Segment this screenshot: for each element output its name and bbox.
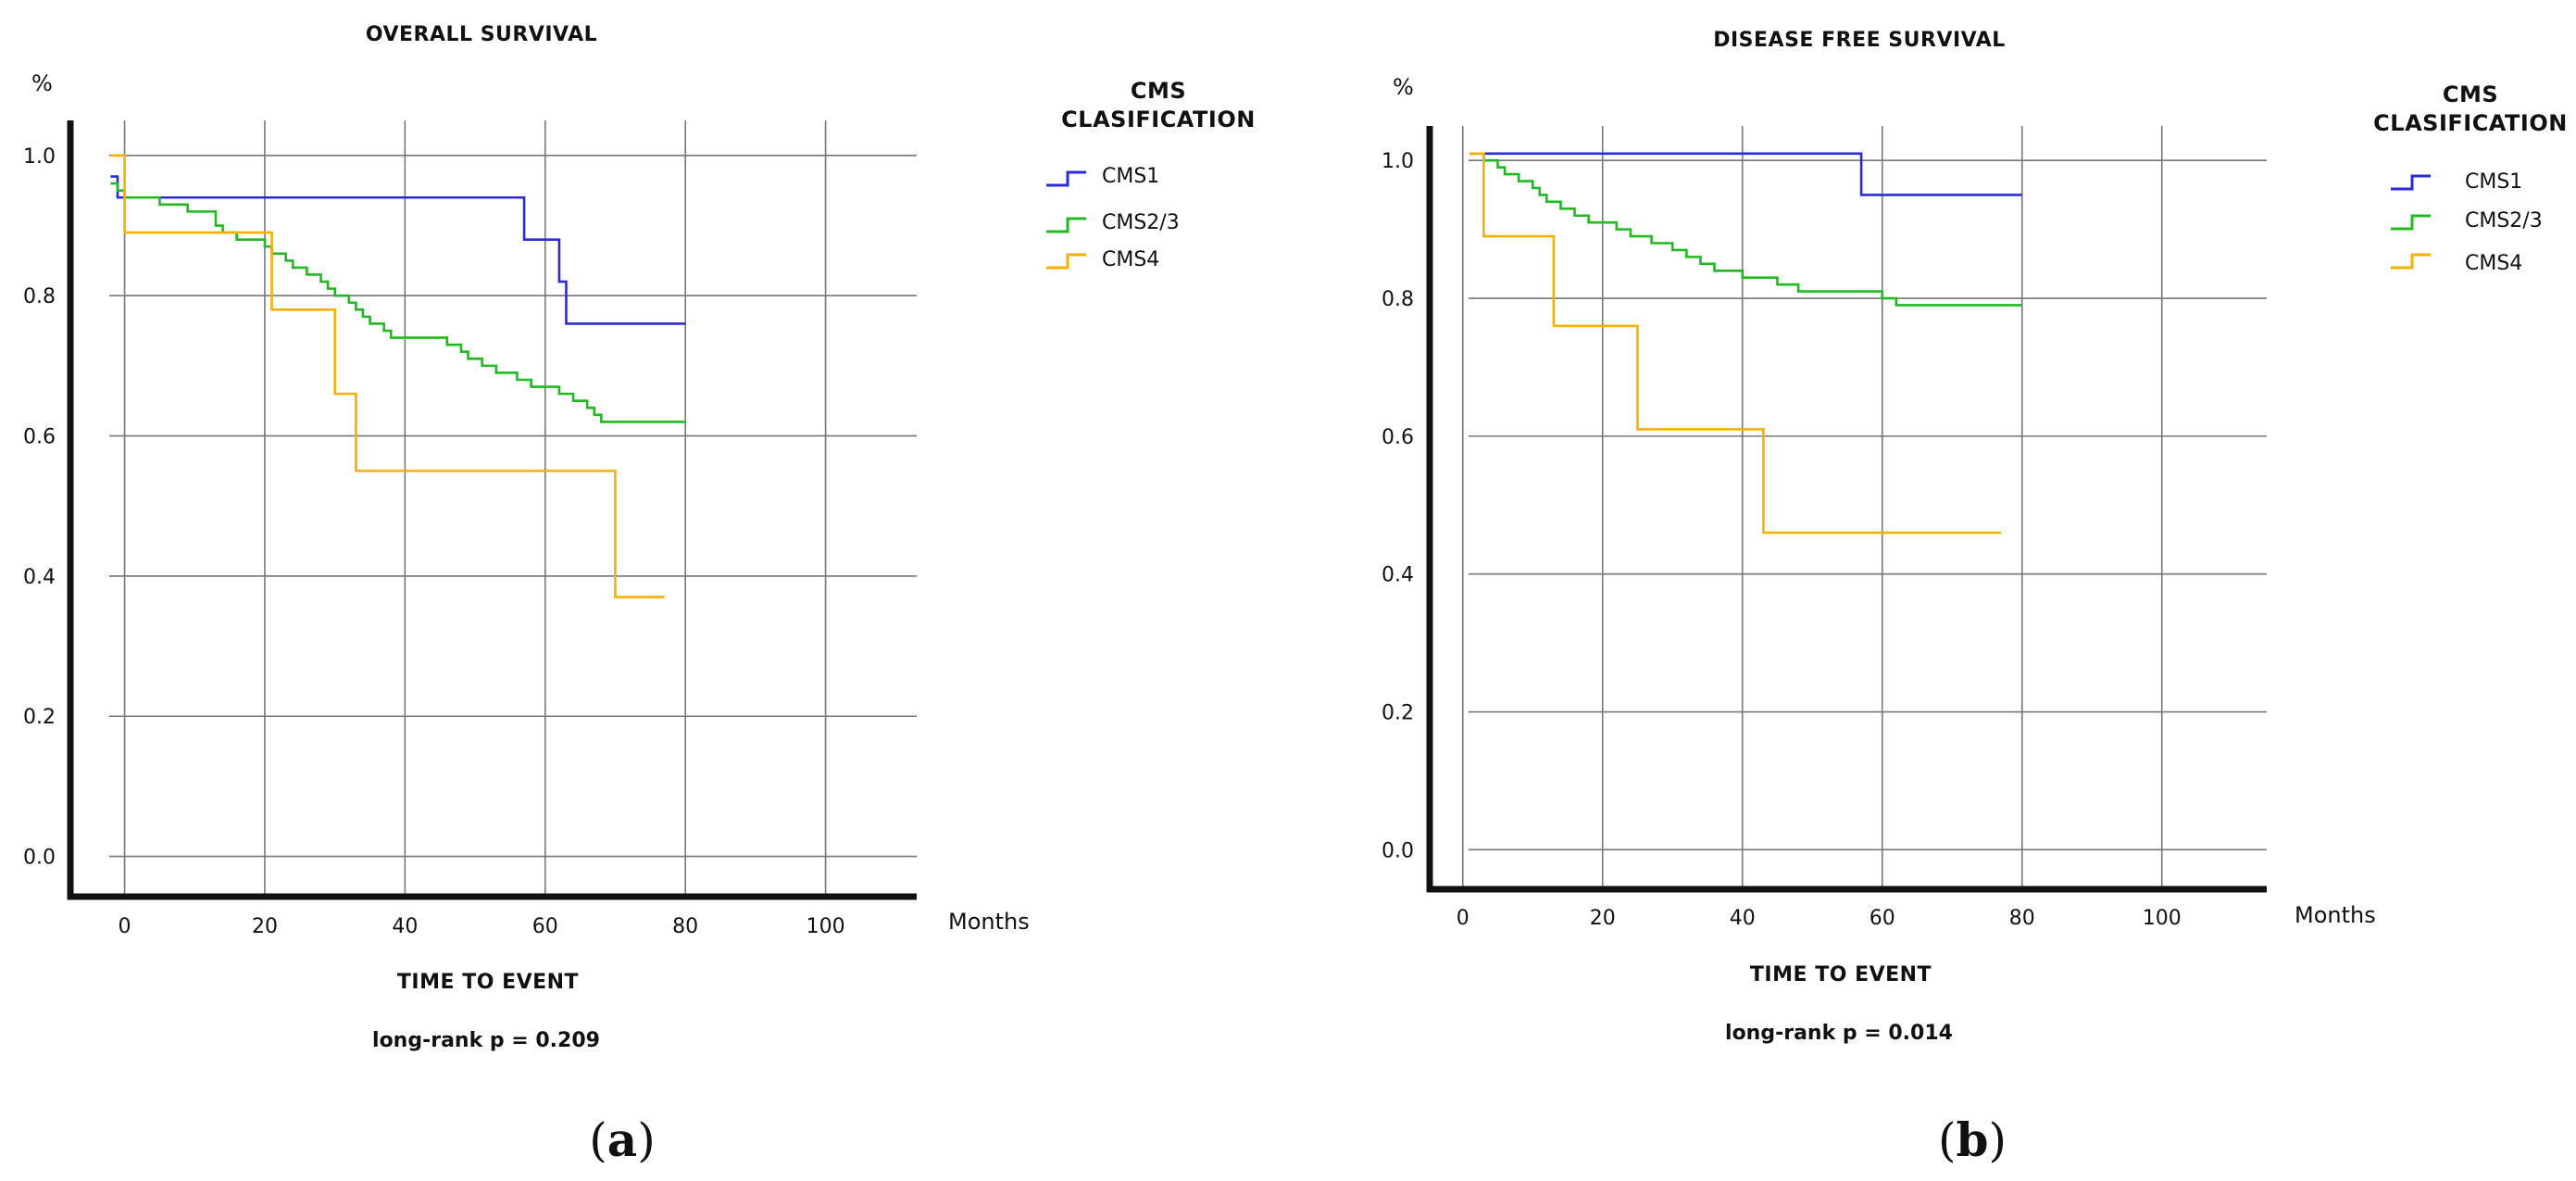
panel-a-series-lines [110, 154, 686, 598]
panel-a-x-tick-label: 60 [532, 915, 558, 938]
panel-a-title: OVERALL SURVIVAL [366, 23, 597, 46]
panel-b-x-tick-label: 40 [1730, 907, 1756, 930]
panel-a-caption: (a) [589, 1112, 655, 1167]
panel-a-grid [109, 120, 917, 898]
panel-b-legend-label-cms23: CMS2/3 [2465, 209, 2543, 232]
panel-a-y-tick-label: 0.2 [23, 706, 56, 729]
panel-b-legend-label-cms4: CMS4 [2465, 252, 2522, 275]
panel-a-y-ticks: 0.0 0.2 0.4 0.6 0.8 1.0 [23, 145, 56, 870]
panel-a-y-unit: % [31, 70, 53, 96]
panel-b-x-axis-title: TIME TO EVENT [1750, 963, 1932, 986]
panel-a-y-tick-label: 0.0 [23, 847, 56, 870]
panel-b-x-unit: Months [2295, 902, 2376, 928]
panel-b-legend-subtitle: CLASIFICATION [2373, 110, 2568, 136]
panel-a-legend-title: CMS [1131, 78, 1186, 104]
panel-a-x-tick-label: 40 [392, 915, 418, 938]
panel-b-grid [1461, 126, 2267, 891]
series-line-cms1 [110, 175, 686, 325]
panel-b-y-ticks: 0.0 0.2 0.4 0.6 0.8 1.0 [1382, 150, 1414, 862]
panel-b-title: DISEASE FREE SURVIVAL [1713, 29, 2006, 52]
panel-a-legend-label-cms1: CMS1 [1102, 165, 1159, 188]
panel-b-y-tick-label: 0.8 [1382, 288, 1414, 311]
panel-b-x-tick-label: 80 [2009, 907, 2035, 930]
panel-b-y-unit: % [1393, 74, 1414, 100]
panel-a-legend-subtitle: CLASIFICATION [1061, 107, 1256, 132]
panel-b-x-tick-label: 20 [1590, 907, 1616, 930]
panel-a-x-tick-label: 80 [672, 915, 698, 938]
series-line-cms23 [1469, 152, 2022, 307]
panel-a: OVERALL SURVIVAL % 0.0 0.2 0.4 0.6 0.8 1… [23, 23, 1256, 1167]
panel-b-x-tick-label: 100 [2143, 907, 2182, 930]
panel-b: DISEASE FREE SURVIVAL % 0.0 0.2 0.4 0.6 … [1382, 29, 2568, 1167]
panel-b-axes [1426, 126, 2267, 893]
panel-a-x-tick-label: 100 [807, 915, 845, 938]
panel-a-x-unit: Months [948, 909, 1030, 935]
panel-b-y-tick-label: 0.2 [1382, 702, 1414, 725]
panel-b-legend-title: CMS [2443, 82, 2498, 107]
panel-b-series-lines [1469, 152, 2022, 534]
panel-b-logrank-statistic: long-rank p = 0.014 [1725, 1022, 1953, 1045]
panel-b-x-tick-label: 60 [1869, 907, 1895, 930]
series-line-cms4 [1469, 152, 2002, 534]
panel-a-legend-swatch-cms1 [1046, 170, 1086, 187]
panel-b-y-tick-label: 0.6 [1382, 426, 1414, 449]
series-line-cms4 [110, 154, 665, 598]
panel-b-x-ticks: 0 20 40 60 80 100 [1457, 907, 2182, 930]
panel-a-logrank-statistic: long-rank p = 0.209 [372, 1029, 600, 1052]
panel-a-legend-swatch-cms4 [1046, 253, 1086, 270]
panel-b-legend-label-cms1: CMS1 [2465, 170, 2522, 194]
panel-a-legend-label-cms4: CMS4 [1102, 248, 1159, 271]
panel-b-y-tick-label: 1.0 [1382, 150, 1414, 173]
series-line-cms1 [1469, 152, 2022, 196]
panel-a-y-tick-label: 0.6 [23, 426, 56, 449]
panel-a-x-tick-label: 20 [252, 915, 278, 938]
panel-a-legend-label-cms23: CMS2/3 [1102, 211, 1180, 234]
panel-b-legend-swatch-cms23 [2391, 214, 2431, 231]
panel-b-legend-swatch-cms1 [2391, 174, 2431, 191]
panel-b-x-tick-label: 0 [1457, 907, 1469, 930]
panel-a-y-tick-label: 0.8 [23, 285, 56, 308]
panel-b-y-tick-label: 0.0 [1382, 839, 1414, 862]
panel-b-caption: (b) [1938, 1112, 2007, 1167]
panel-b-legend: CMS CLASIFICATION CMS1 CMS2/3 CMS4 [2373, 82, 2568, 275]
panel-a-legend: CMS CLASIFICATION CMS1 CMS2/3 CMS4 [1046, 78, 1256, 271]
panel-a-legend-swatch-cms23 [1046, 217, 1086, 233]
panel-a-y-tick-label: 1.0 [23, 145, 56, 169]
panel-b-legend-swatch-cms4 [2391, 253, 2431, 270]
panel-a-y-tick-label: 0.4 [23, 566, 56, 589]
panel-a-axes [67, 120, 917, 900]
panel-a-x-axis-title: TIME TO EVENT [397, 971, 579, 994]
panel-b-y-tick-label: 0.4 [1382, 564, 1414, 587]
panel-a-x-ticks: 0 20 40 60 80 100 [119, 915, 845, 938]
series-line-cms23 [110, 182, 686, 423]
panel-a-x-tick-label: 0 [119, 915, 131, 938]
